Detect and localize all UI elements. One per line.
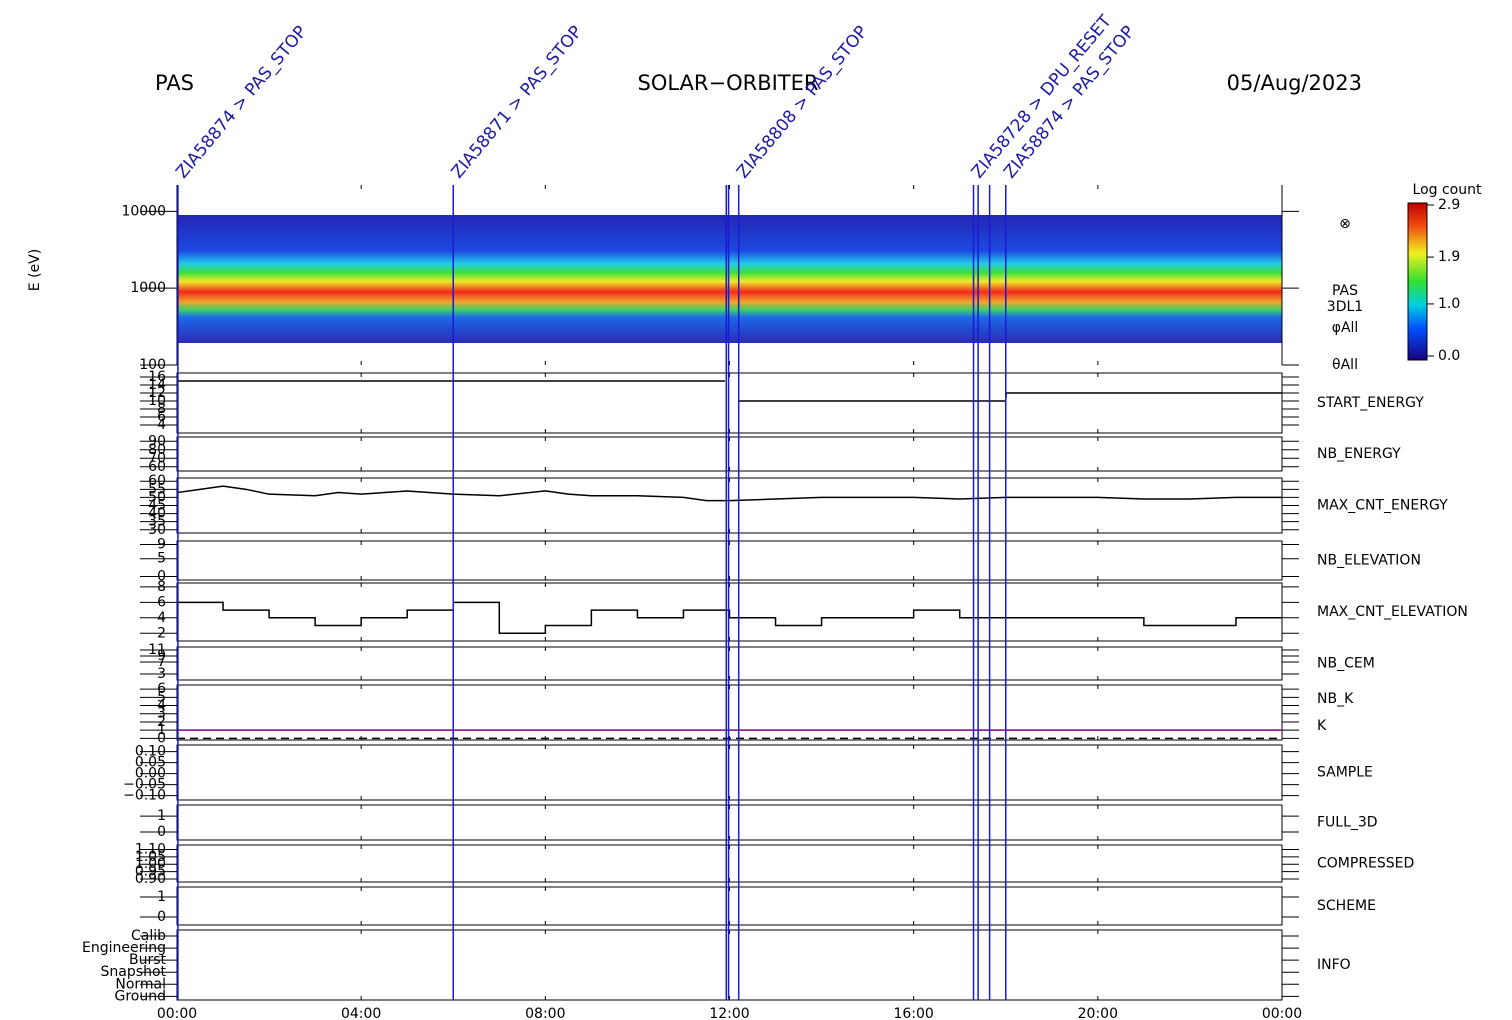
panel-label: COMPRESSED: [1317, 856, 1414, 872]
event-label: ZIA58874 > PAS_STOP: [1000, 22, 1139, 182]
panel-frame: [176, 477, 1283, 534]
panel-label: NB_ENERGY: [1317, 446, 1401, 462]
event-label: ZIA58728 > DPU_RESET: [968, 11, 1116, 182]
x-tick-label: 16:00: [893, 1006, 933, 1020]
series-line: [177, 601, 1282, 635]
panel-frame: [176, 804, 1283, 841]
event-label: ZIA58871 > PAS_STOP: [448, 22, 587, 182]
symbol: ⊗: [1339, 216, 1351, 232]
y-tick-label: Snapshot: [101, 964, 167, 980]
header-left: PAS: [155, 71, 194, 95]
colorbar: [1407, 202, 1428, 361]
colorbar-tick-label: 1.0: [1438, 296, 1460, 312]
panel-frame: [176, 684, 1283, 741]
panel-label: 3DL1: [1327, 299, 1363, 315]
spectrogram: [178, 215, 1282, 343]
panel-label: NB_ELEVATION: [1317, 553, 1421, 569]
panel-label: NB_K: [1317, 691, 1354, 707]
x-tick-label: 12:00: [709, 1006, 749, 1020]
header-center: SOLAR−ORBITER: [637, 71, 818, 95]
panel-frame: [176, 844, 1283, 883]
panel-frame: [176, 646, 1283, 681]
event-label: ZIA58874 > PAS_STOP: [172, 22, 311, 182]
x-tick-label: 04:00: [341, 1006, 381, 1020]
x-tick-label: 20:00: [1078, 1006, 1118, 1020]
header-right: 05/Aug/2023: [1227, 71, 1362, 95]
panel-label: SCHEME: [1317, 898, 1376, 914]
y-tick-label: Engineering: [82, 940, 166, 956]
panel-label: NB_CEM: [1317, 656, 1375, 672]
panel-frame: [176, 744, 1283, 801]
x-tick-label: 08:00: [525, 1006, 565, 1020]
panel-frame: [176, 540, 1283, 581]
panel-label: FULL_3D: [1317, 815, 1378, 831]
colorbar-tick-label: 0.0: [1438, 348, 1460, 364]
series-line: [177, 380, 1282, 402]
event-label: ZIA58808 > PAS_STOP: [733, 22, 872, 182]
panel-frame: [176, 436, 1283, 472]
panel-label: K: [1317, 718, 1327, 734]
panel-label: MAX_CNT_ELEVATION: [1317, 604, 1468, 620]
panel-frame: [176, 372, 1283, 434]
panel-label: θAll: [1332, 357, 1358, 373]
panel-label: MAX_CNT_ENERGY: [1317, 498, 1448, 514]
panel-label: INFO: [1317, 957, 1351, 973]
panel-frame: [176, 886, 1283, 926]
panel-label: SAMPLE: [1317, 765, 1373, 781]
panel-frame: [176, 929, 1283, 1001]
panel-label: START_ENERGY: [1317, 395, 1424, 411]
panel-label: PAS: [1332, 283, 1358, 299]
colorbar-title: Log count: [1413, 182, 1482, 198]
panel-label: φAll: [1332, 320, 1359, 336]
colorbar-tick-label: 1.9: [1438, 249, 1460, 265]
y-axis-label: E (eV): [27, 249, 43, 291]
series-line: [176, 485, 1282, 502]
x-tick-label: 00:00: [157, 1006, 197, 1020]
colorbar-tick-label: 2.9: [1438, 197, 1460, 213]
x-tick-label: 00:00: [1262, 1006, 1302, 1020]
